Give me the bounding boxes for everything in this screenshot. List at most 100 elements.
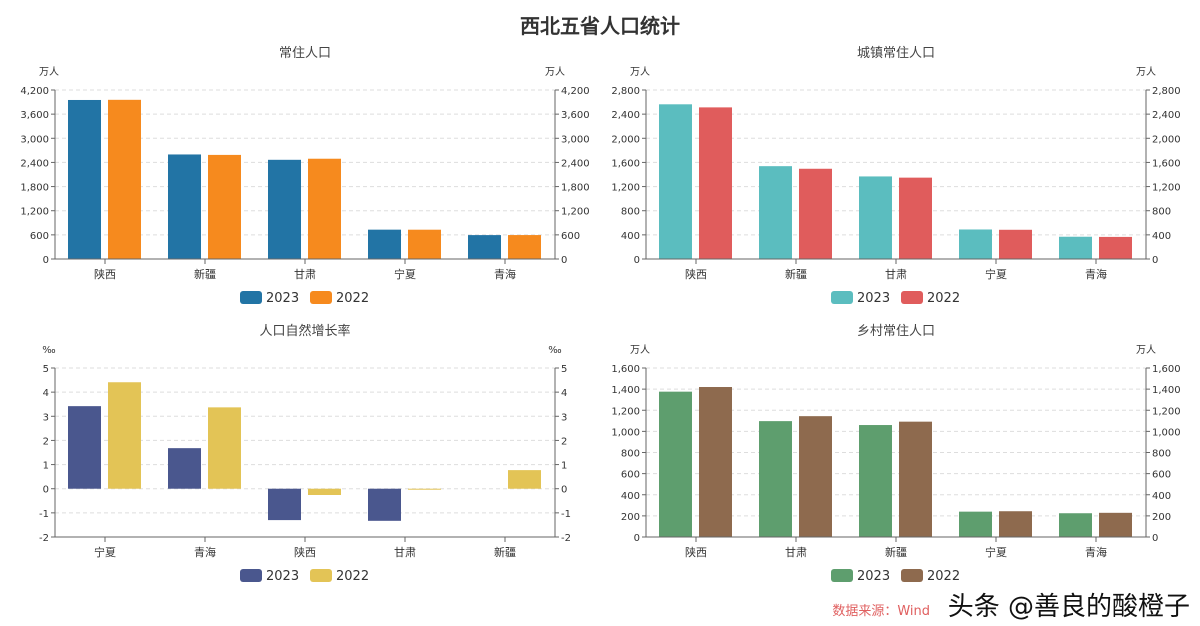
y-tick-label-left: 800: [621, 207, 640, 218]
bar-2023-青海: [1059, 236, 1092, 259]
y-tick-label-right: 1,200: [561, 207, 590, 218]
y-tick-label-right: 1: [561, 461, 567, 472]
y-tick-label-left: 4,200: [20, 86, 49, 97]
y-tick-label-left: 0: [634, 533, 640, 544]
y-tick-label-right: 3,000: [561, 134, 590, 145]
data-source: 数据来源：Wind: [832, 604, 930, 619]
x-tick-label: 青海: [1085, 545, 1107, 559]
bar-2023-陕西: [68, 99, 101, 259]
y-tick-label-left: 0: [634, 255, 640, 266]
y-tick-label-right: 800: [1152, 207, 1171, 218]
y-tick-label-left: 1,600: [611, 158, 640, 169]
y-tick-label-right: 1,600: [1152, 158, 1181, 169]
bar-2022-青海: [1099, 512, 1132, 537]
chart-rural-population: 乡村常住人口 万人 万人 0 0 200 200 400 400 600 600 800 800 1,00…: [600, 318, 1200, 598]
bar-2023-宁夏: [959, 511, 992, 537]
bar-2022-甘肃: [799, 416, 832, 537]
bar-2022-宁夏: [999, 229, 1032, 259]
bar-2023-青海: [468, 235, 501, 259]
y-tick-label-left: 600: [30, 231, 49, 242]
legend-label: 2023: [266, 569, 299, 584]
y-tick-label-right: 1,200: [1152, 406, 1181, 417]
y-tick-label-right: 0: [1152, 255, 1158, 266]
chart-title: 乡村常住人口: [857, 324, 935, 339]
legend-swatch-2023: [831, 291, 853, 304]
y-tick-label-right: 1,000: [1152, 427, 1181, 438]
y-tick-label-right: 2,400: [1152, 110, 1181, 121]
x-tick-label: 陕西: [294, 545, 316, 559]
bar-2022-甘肃: [899, 177, 932, 259]
y-tick-label-right: 400: [1152, 491, 1171, 502]
legend-swatch-2023: [831, 569, 853, 582]
x-tick-label: 陕西: [94, 267, 116, 281]
bar-2022-宁夏: [108, 382, 141, 489]
bar-2023-宁夏: [368, 229, 401, 259]
x-tick-label: 甘肃: [785, 546, 807, 559]
y-tick-label-right: 4: [561, 388, 567, 399]
legend-swatch-2023: [240, 291, 262, 304]
y-tick-label-right: 1,400: [1152, 385, 1181, 396]
y-tick-label-left: 2,000: [611, 134, 640, 145]
y-tick-label-left: 1,800: [20, 183, 49, 194]
y-tick-label-left: 0: [43, 485, 49, 496]
y-tick-label-right: 3,600: [561, 110, 590, 121]
y-tick-label-left: 400: [621, 491, 640, 502]
x-tick-label: 甘肃: [294, 268, 316, 281]
y-tick-label-left: 5: [43, 364, 49, 375]
y-axis-unit-left: ‰: [42, 345, 55, 356]
x-tick-label: 宁夏: [985, 545, 1007, 559]
legend-label: 2022: [927, 569, 960, 584]
x-tick-label: 新疆: [494, 545, 516, 559]
y-tick-label-left: -1: [39, 509, 49, 520]
main-title: 西北五省人口统计: [520, 14, 680, 38]
y-tick-label-right: -1: [561, 509, 571, 520]
chart-urban-population: 城镇常住人口 万人 万人 0 0 400 400 800 800 1,200 1,200 1,600 1…: [600, 40, 1200, 320]
bar-2023-陕西: [659, 391, 692, 537]
x-tick-label: 甘肃: [394, 546, 416, 559]
y-tick-label-left: 1,000: [611, 427, 640, 438]
bar-2022-新疆: [799, 168, 832, 259]
bar-2022-甘肃: [408, 488, 441, 490]
legend-label: 2023: [266, 291, 299, 306]
x-tick-label: 青海: [194, 545, 216, 559]
bar-2022-宁夏: [999, 511, 1032, 537]
y-tick-label-right: 400: [1152, 231, 1171, 242]
x-tick-label: 新疆: [885, 545, 907, 559]
bar-2023-陕西: [268, 488, 301, 521]
y-tick-label-left: 200: [621, 512, 640, 523]
bar-2022-陕西: [699, 107, 732, 259]
y-tick-label-right: 800: [1152, 449, 1171, 460]
y-tick-label-right: 600: [561, 231, 580, 242]
legend-label: 2022: [336, 291, 369, 306]
x-tick-label: 陕西: [685, 267, 707, 281]
legend-swatch-2022: [901, 569, 923, 582]
y-axis-unit-right: 万人: [1136, 66, 1156, 78]
legend-label: 2023: [857, 291, 890, 306]
y-axis-unit-right: 万人: [545, 66, 565, 78]
y-tick-label-right: 2,800: [1152, 86, 1181, 97]
bar-2023-新疆: [759, 166, 792, 259]
y-tick-label-right: 0: [561, 255, 567, 266]
chart-title: 常住人口: [279, 46, 331, 61]
y-tick-label-right: 2,000: [1152, 134, 1181, 145]
chart-title: 城镇常住人口: [857, 46, 935, 61]
legend-label: 2022: [927, 291, 960, 306]
bar-2023-甘肃: [268, 159, 301, 259]
y-tick-label-right: 1,200: [1152, 183, 1181, 194]
bar-2023-陕西: [659, 104, 692, 259]
bar-2022-甘肃: [308, 158, 341, 259]
x-tick-label: 宁夏: [394, 267, 416, 281]
y-tick-label-left: 1,200: [20, 207, 49, 218]
y-tick-label-right: 1,800: [561, 183, 590, 194]
bar-2023-青海: [168, 448, 201, 489]
y-tick-label-right: 0: [561, 485, 567, 496]
y-tick-label-left: 400: [621, 231, 640, 242]
bar-2022-新疆: [899, 421, 932, 537]
y-tick-label-left: -2: [39, 533, 49, 544]
bar-2023-宁夏: [959, 229, 992, 259]
x-tick-label: 陕西: [685, 545, 707, 559]
y-tick-label-left: 1,200: [611, 406, 640, 417]
